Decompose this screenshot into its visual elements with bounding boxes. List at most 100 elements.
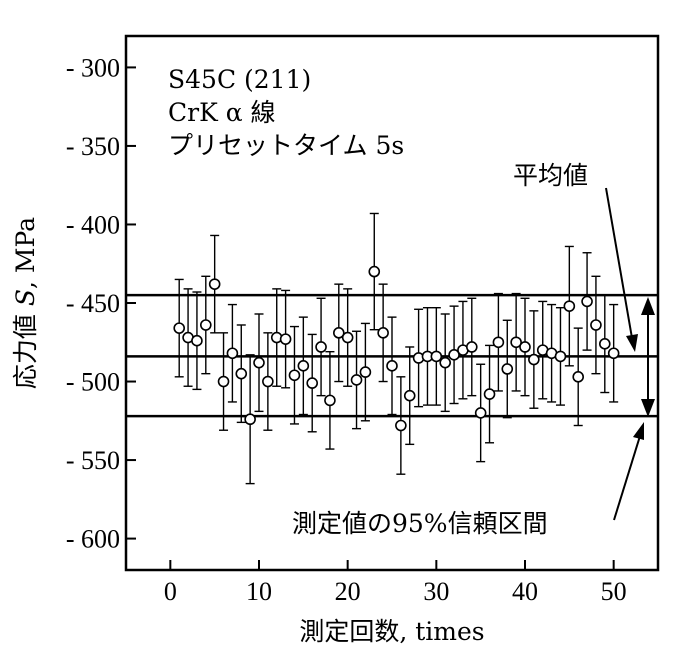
data-point-group [430,307,443,406]
data-point-group [598,294,611,394]
data-point-group [519,297,531,397]
data-point [395,419,407,432]
data-point-group [332,283,345,383]
annotation-line-2: CrK α 線 [168,98,276,127]
data-point [519,341,531,353]
data-point [465,341,478,353]
data-point-group [200,275,212,375]
data-point [554,350,567,363]
data-point-group [377,283,389,383]
data-point-group [270,288,283,387]
x-tick-label: 50 [601,577,627,606]
data-point [350,374,363,386]
mean-label: 平均値 [513,161,588,190]
data-point-group [457,300,469,400]
data-point-group [350,330,363,430]
data-point-group [306,333,319,433]
data-point-group [386,316,398,416]
data-point-group [182,288,194,387]
data-point-group [359,322,372,422]
data-point [235,367,248,380]
ci-label: 測定値の95%信頼区間 [292,509,548,538]
data-point-group [483,344,496,444]
data-point [474,407,487,419]
data-point [226,347,239,360]
data-point-group [262,332,274,431]
data-point-group [173,278,185,378]
data-point-group [581,252,593,351]
data-point [324,394,336,407]
data-point-group [528,310,540,409]
data-point-group [572,327,585,427]
data-point [306,377,319,389]
data-points [173,212,620,485]
y-tick-label: - 500 [66,368,120,397]
data-point [341,331,354,344]
data-point [590,319,602,331]
x-tick-label: 30 [423,577,449,606]
data-point [492,336,505,349]
x-tick-label: 0 [164,577,177,606]
data-point [439,356,452,369]
data-point-group [315,297,327,397]
data-point-group [395,376,407,475]
data-point-group [554,307,567,406]
data-point-group [235,324,248,424]
data-point [253,356,265,369]
ci-arrow-head [633,422,644,440]
data-point [528,353,540,366]
mean-arrow-head [626,334,638,352]
data-point-group [421,307,434,406]
data-point-group [297,316,310,416]
data-point [510,336,522,349]
data-point [262,375,274,388]
y-tick-label: - 400 [66,210,120,239]
data-point [208,278,221,290]
data-point-group [501,319,514,419]
data-point-group [448,305,460,405]
data-point-group [412,308,425,408]
data-point-group [403,346,416,446]
y-tick-label: - 600 [66,525,120,554]
data-point-group [191,291,203,391]
y-tick-label: - 550 [66,446,120,475]
data-point [173,322,185,334]
x-tick-label: 10 [246,577,272,606]
data-point [217,375,230,388]
data-point [607,347,620,360]
data-point [563,300,576,312]
data-point-group [217,332,230,431]
x-axis-label: 測定回数, times [299,617,484,646]
data-point [386,360,398,372]
data-point-group [492,292,505,392]
ci-span-head-top [641,297,655,315]
data-point [501,363,514,375]
data-point-group [368,212,381,331]
data-point [191,334,203,347]
data-point-group [253,313,265,413]
y-axis-label: 応力値 S, MPa [11,217,40,389]
data-point-group [244,354,256,485]
y-axis-ticks: - 300 - 350 - 400 - 450 - 500 - 550 - 600 [66,53,136,554]
data-point-group [465,297,478,397]
y-tick-label: - 300 [66,53,120,82]
data-point-group [288,325,301,425]
data-point-group [607,303,620,403]
x-axis-ticks: 0 10 20 30 40 50 [164,560,627,606]
y-tick-label: - 350 [66,132,120,161]
data-point-group [590,275,602,375]
data-point-group [545,303,558,403]
data-point [483,388,496,400]
annotation-line-3: プリセットタイム 5s [168,131,404,160]
data-point [315,341,327,353]
data-point-group [341,288,354,387]
y-tick-label: - 450 [66,289,120,318]
data-point [288,369,301,382]
data-point-group [474,363,487,463]
data-point [403,389,416,402]
data-point-group [439,313,452,413]
data-point [359,366,372,378]
data-point-group [536,300,549,400]
data-point-group [510,292,522,392]
